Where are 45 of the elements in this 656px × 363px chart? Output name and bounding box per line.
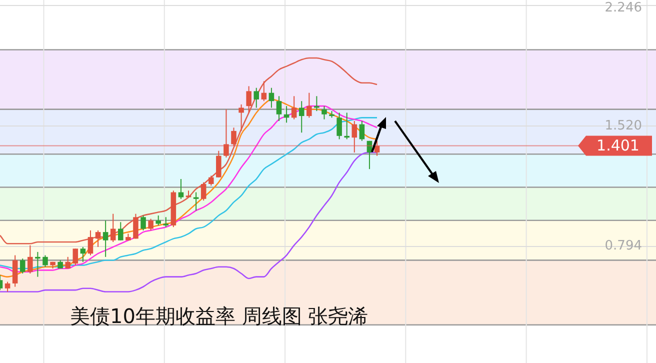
- candlestick: [12, 254, 18, 288]
- candlestick: [4, 281, 10, 292]
- candlestick: [298, 100, 304, 134]
- candlestick: [42, 254, 48, 268]
- candlestick: [246, 86, 252, 114]
- text: 美债10年期收益率 周线图 张尧浠: [70, 303, 368, 330]
- y-tick-label: 2.246: [604, 0, 642, 16]
- candlestick: [208, 175, 214, 186]
- candlestick: [314, 96, 320, 112]
- candlestick: [291, 96, 297, 120]
- candlestick: [156, 214, 161, 226]
- ref-line-label: 1.401: [596, 136, 640, 155]
- candlestick: [148, 218, 154, 231]
- candlestick: [306, 92, 312, 118]
- candlestick: [80, 246, 86, 262]
- candlestick: [268, 87, 274, 108]
- candlestick: [366, 140, 372, 170]
- candlestick: [20, 258, 26, 274]
- candlestick: [133, 213, 138, 240]
- candlestick: [216, 150, 222, 178]
- candlestick: [102, 220, 108, 258]
- candlestick: [88, 230, 94, 256]
- candlestick: [110, 213, 116, 242]
- candlestick: [344, 112, 350, 140]
- candlestick: [254, 87, 260, 108]
- candlestick: [352, 120, 358, 153]
- y-tick-label: 0.794: [604, 238, 642, 254]
- candlestick: [163, 216, 169, 228]
- candlestick: [193, 192, 199, 212]
- candlestick: [359, 120, 365, 142]
- candlestick: [276, 96, 282, 122]
- candlestick: [322, 106, 327, 120]
- candlestick: [140, 214, 146, 231]
- candlestick: [336, 112, 342, 140]
- candlestick: [238, 104, 244, 132]
- candlestick: [231, 127, 236, 146]
- candlestick: [28, 244, 33, 274]
- candlestick: [261, 80, 267, 102]
- y-tick-label: 1.520: [604, 118, 642, 134]
- candlestick: [200, 182, 206, 202]
- candlestick: [224, 108, 229, 158]
- candlestick: [95, 230, 101, 248]
- candlestick: [118, 222, 124, 241]
- candlestick: [72, 248, 78, 266]
- candlestick: [35, 251, 40, 278]
